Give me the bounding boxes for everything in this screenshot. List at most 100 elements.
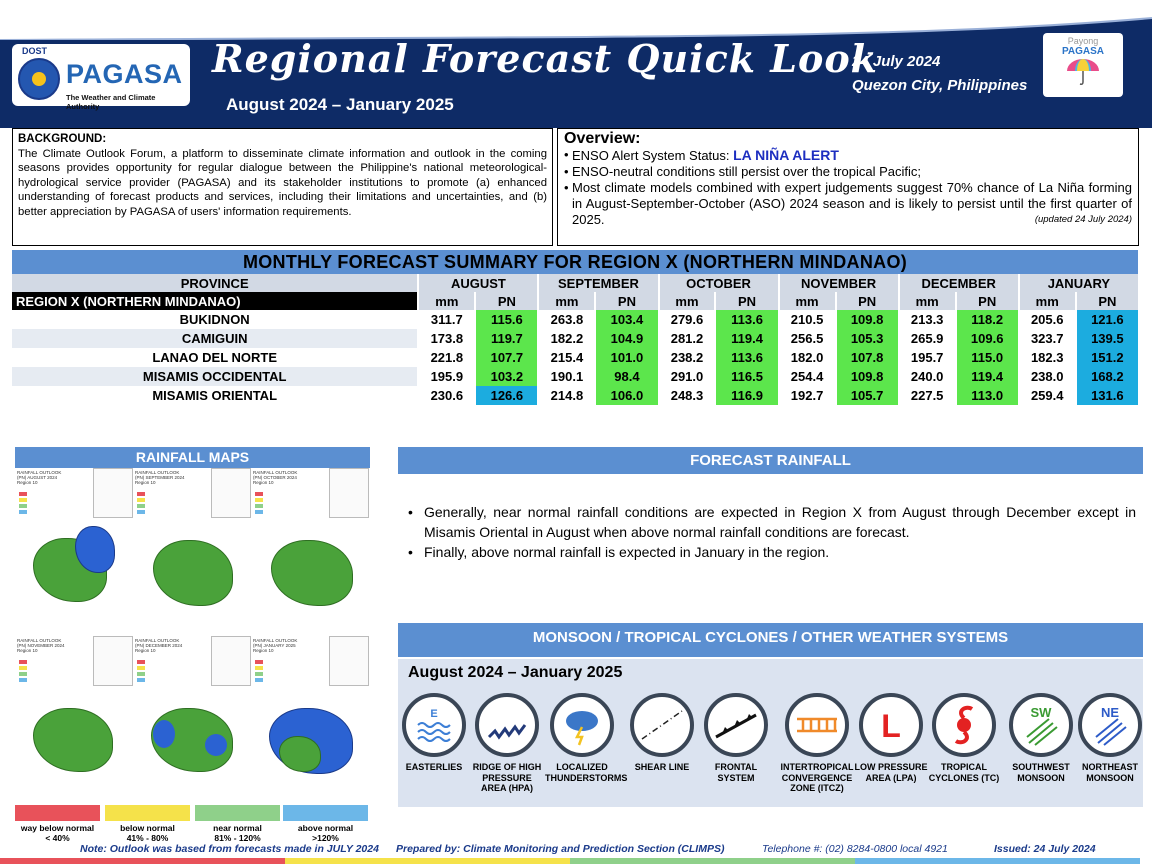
forecast-table: PROVINCE AUGUST SEPTEMBER OCTOBER NOVEMB… (10, 274, 1140, 405)
map-panel-title: RAINFALL OUTLOOK (PN) JANUARY 2025 Regio… (253, 638, 298, 653)
pn-header: PN (836, 292, 898, 310)
weather-system-lpa: L LOW PRESSURE AREA (LPA) (854, 693, 928, 783)
mm-value: 256.5 (790, 331, 824, 346)
mm-value: 311.7 (430, 312, 463, 327)
rainfall-map-panel: RAINFALL OUTLOOK (PN) JANUARY 2025 Regio… (251, 636, 369, 803)
mm-value: 214.8 (550, 388, 584, 403)
category-label: near normal 81% - 120% (213, 823, 262, 843)
footer-telephone: Telephone #: (02) 8284-0800 local 4921 (762, 843, 948, 855)
rainfall-map-panel: RAINFALL OUTLOOK (PN) SEPTEMBER 2024 Reg… (133, 468, 251, 635)
overview-item: • Most climate models combined with exper… (564, 180, 1132, 227)
pagasa-seal-icon (18, 58, 60, 100)
province-name: MISAMIS OCCIDENTAL (12, 367, 418, 386)
page-title: Regional Forecast Quick Look (212, 36, 879, 81)
background-heading: BACKGROUND: (18, 133, 107, 145)
southwest-monsoon-icon: SW (1009, 693, 1073, 757)
mm-header: mm (539, 292, 595, 310)
weather-system-frontal: FRONTAL SYSTEM (699, 693, 773, 783)
pn-value: 109.8 (836, 310, 898, 329)
philippines-inset-map (211, 636, 251, 686)
weather-system-easterlies: E EASTERLIES (397, 693, 471, 773)
mm-value: 254.4 (790, 369, 824, 384)
pn-value: 109.8 (836, 367, 898, 386)
province-name: MISAMIS ORIENTAL (152, 388, 278, 403)
overview-box: Overview: • ENSO Alert System Status: LA … (557, 128, 1139, 246)
pn-value: 107.7 (476, 348, 538, 367)
forecast-table-body: BUKIDNON 311.7 115.6 263.8 103.4 279.6 113.6 21… (12, 310, 1138, 405)
above-normal-area (153, 720, 175, 748)
svg-text:NE: NE (1101, 705, 1119, 720)
summary-title: MONTHLY FORECAST SUMMARY FOR REGION X (N… (12, 250, 1138, 274)
mm-value: 190.1 (550, 369, 584, 384)
tropical-cyclone-icon (932, 693, 996, 757)
pn-value: 105.3 (836, 329, 898, 348)
map-legend (19, 660, 63, 690)
overview-line3: Most climate models combined with expert… (572, 180, 1132, 227)
above-normal-area (205, 734, 227, 756)
overview-heading: Overview: (564, 130, 641, 147)
category-swatch (105, 805, 190, 821)
monsoon-title: MONSOON / TROPICAL CYCLONES / OTHER WEAT… (398, 623, 1143, 657)
pn-value: 113.6 (716, 310, 778, 329)
pn-value: 118.2 (956, 310, 1018, 329)
pn-header: PN (956, 292, 1018, 310)
pn-value: 109.6 (956, 329, 1018, 348)
mm-value: 248.3 (670, 388, 704, 403)
pn-header: PN (596, 292, 658, 310)
low-pressure-area-icon: L (859, 693, 923, 757)
mm-header: mm (1019, 292, 1075, 310)
mm-value: 265.9 (910, 331, 944, 346)
philippines-inset-map (93, 636, 133, 686)
month-header: JANUARY (1019, 274, 1138, 292)
pn-value: 131.6 (1076, 386, 1138, 405)
region-map-shape (153, 540, 233, 606)
payong-pagasa-logo: Payong PAGASA (1043, 33, 1123, 97)
category-legend: way below normal < 40% below normal 41% - … (15, 805, 370, 845)
philippines-inset-map (211, 468, 251, 518)
philippines-inset-map (329, 636, 369, 686)
mm-value: 240.0 (910, 369, 944, 384)
forecast-bullet: • Generally, near normal rainfall conditi… (408, 504, 1136, 540)
mm-value: 221.8 (430, 350, 464, 365)
mm-value: 210.5 (790, 312, 824, 327)
pn-value: 119.4 (956, 367, 1018, 386)
pn-value: 105.7 (836, 386, 898, 405)
province-name: CAMIGUIN (12, 329, 418, 348)
pn-value: 151.2 (1076, 348, 1138, 367)
month-header: SEPTEMBER (539, 274, 658, 292)
category-swatch (195, 805, 280, 821)
rainfall-map-panel: RAINFALL OUTLOOK (PN) NOVEMBER 2024 Regi… (15, 636, 133, 803)
logo-name: PAGASA (66, 59, 183, 89)
region-map-shape (271, 540, 353, 606)
background-text: The Climate Outlook Forum, a platform to… (18, 147, 547, 218)
mm-value: 182.0 (790, 350, 824, 365)
mm-value: 215.4 (550, 350, 584, 365)
rainfall-map-panel: RAINFALL OUTLOOK (PN) DECEMBER 2024 Regi… (133, 636, 251, 803)
header-wave (0, 0, 1152, 40)
month-header: OCTOBER (659, 274, 778, 292)
forecast-rainfall-title: FORECAST RAINFALL (398, 447, 1143, 474)
pn-value: 115.0 (956, 348, 1018, 367)
forecast-rainfall-text: • Generally, near normal rainfall conditi… (408, 502, 1136, 562)
svg-text:L: L (881, 708, 901, 744)
province-header: PROVINCE (12, 274, 418, 292)
weather-system-ne-monsoon: NE NORTHEAST MONSOON (1073, 693, 1147, 783)
overview-item: • ENSO Alert System Status: LA NIÑA ALERT (564, 147, 839, 163)
logo-subtitle: The Weather and Climate Authority (66, 93, 156, 111)
month-header: NOVEMBER (779, 274, 898, 292)
pn-value: 168.2 (1076, 367, 1138, 386)
easterlies-icon: E (402, 693, 466, 757)
updated-note: (updated 24 July 2024) (1034, 214, 1132, 225)
enso-label: ENSO Alert System Status: (572, 148, 734, 163)
pn-value: 103.4 (596, 310, 658, 329)
mm-value: 173.8 (430, 331, 464, 346)
pn-value: 121.6 (1076, 310, 1138, 329)
pn-value: 116.5 (716, 367, 778, 386)
itcz-icon (785, 693, 849, 757)
table-row: CAMIGUIN 173.8 119.7 182.2 104.9 281.2 119.4 25… (12, 329, 1138, 348)
category-label: above normal >120% (297, 823, 354, 843)
enso-status: LA NIÑA ALERT (733, 147, 839, 163)
northeast-monsoon-icon: NE (1078, 693, 1142, 757)
pn-header: PN (476, 292, 538, 310)
svg-text:E: E (430, 708, 437, 720)
